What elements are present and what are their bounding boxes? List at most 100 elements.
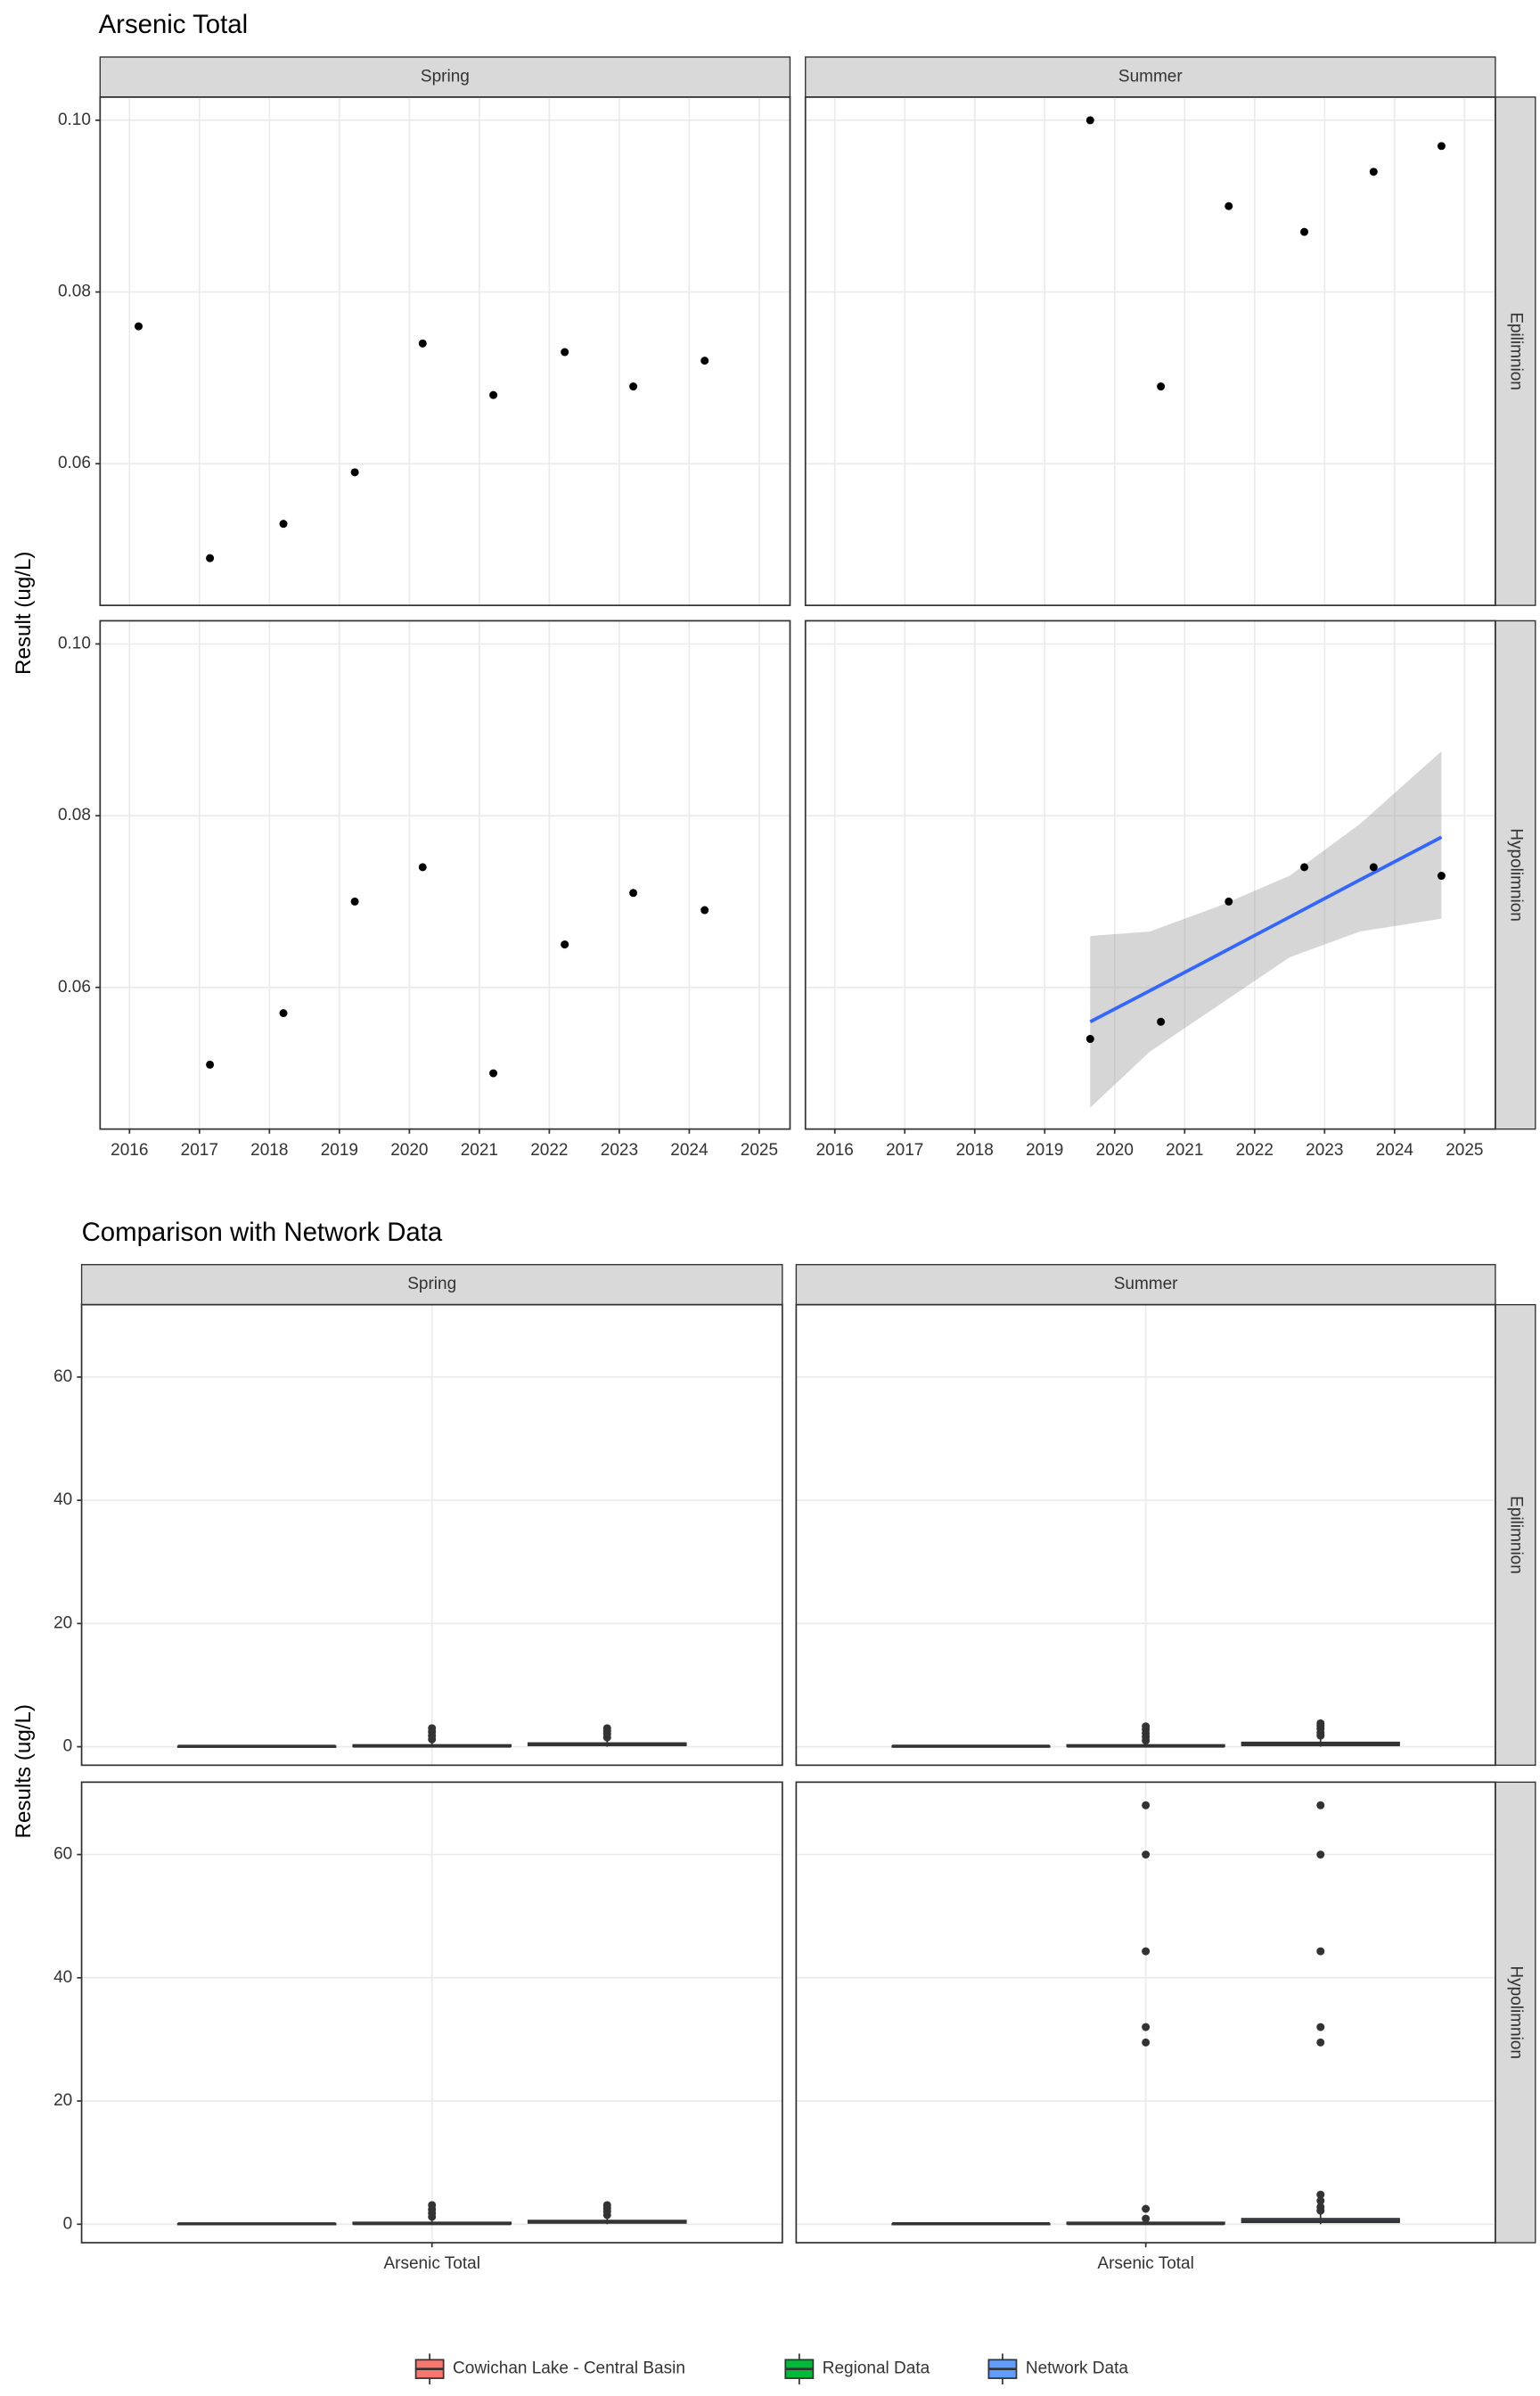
x-tick-label: 2024	[670, 1141, 709, 1160]
x-tick-label: 2023	[1306, 1141, 1343, 1160]
outlier	[1142, 2038, 1151, 2047]
strip	[1495, 1781, 1536, 2244]
x-tick-label: 2020	[390, 1141, 428, 1160]
x-tick-label: 2016	[816, 1141, 854, 1160]
chart-title: Comparison with Network Data	[82, 1218, 443, 1247]
panel-border	[99, 96, 791, 607]
point	[1437, 872, 1446, 881]
point	[206, 554, 215, 562]
x-tick-label: 2021	[461, 1141, 498, 1160]
outlier	[602, 1724, 611, 1733]
x-tick-label: 2017	[181, 1141, 218, 1160]
outlier	[1316, 2023, 1325, 2031]
x-tick-label: 2024	[1376, 1141, 1414, 1160]
point	[1369, 863, 1378, 872]
point	[700, 906, 709, 915]
point	[206, 1060, 215, 1069]
point	[1085, 1035, 1094, 1044]
outlier	[1316, 2203, 1325, 2211]
y-tick-label: 60	[53, 1845, 72, 1864]
point	[350, 468, 359, 477]
x-tick-label: 2020	[1096, 1141, 1134, 1160]
point	[350, 897, 359, 906]
chart-title: Arsenic Total	[99, 10, 249, 39]
x-tick-label: 2017	[886, 1141, 923, 1160]
strip-label: Hypolimnion	[1506, 828, 1525, 922]
x-tick-label: 2025	[741, 1141, 778, 1160]
strip-label: Spring	[421, 67, 470, 86]
x-tick-label: Arsenic Total	[1097, 2254, 1193, 2273]
y-tick-label: 20	[53, 2091, 72, 2110]
x-tick-label: 2022	[530, 1141, 568, 1160]
panel-border	[795, 1781, 1496, 2244]
outlier	[1142, 1801, 1151, 1809]
x-tick-label: 2016	[111, 1141, 148, 1160]
strip-label: Summer	[1114, 1275, 1178, 1293]
x-tick-label: Arsenic Total	[383, 2254, 479, 2273]
strip	[1495, 1303, 1536, 1767]
panel-border	[80, 1781, 783, 2244]
outlier	[1142, 1722, 1151, 1731]
panel-border	[804, 96, 1496, 607]
panel-border	[804, 620, 1496, 1130]
point	[1225, 201, 1233, 210]
y-tick-label: 60	[53, 1367, 72, 1386]
strip	[795, 1264, 1496, 1306]
x-tick-label: 2018	[250, 1141, 288, 1160]
point	[629, 382, 638, 391]
y-axis-title: Results (ug/L)	[12, 1704, 36, 1839]
strip-label: Hypolimnion	[1506, 1965, 1525, 2059]
point	[629, 889, 638, 898]
outlier	[1316, 2190, 1325, 2199]
point	[561, 348, 569, 357]
outlier	[1142, 2204, 1151, 2213]
strip-label: Spring	[407, 1275, 456, 1293]
x-tick-label: 2018	[956, 1141, 994, 1160]
panel-border	[80, 1303, 783, 1767]
point	[489, 1069, 498, 1078]
point	[1157, 1017, 1166, 1026]
strip-label: Epilimnion	[1506, 1496, 1525, 1574]
outlier	[1142, 2023, 1151, 2031]
y-axis-title: Result (ug/L)	[12, 552, 36, 675]
y-tick-label: 0	[63, 2214, 73, 2233]
point	[489, 390, 498, 399]
outlier	[1316, 2196, 1325, 2205]
y-tick-label: 20	[53, 1613, 72, 1632]
outlier	[1316, 1850, 1325, 1859]
outlier	[1316, 1719, 1325, 1727]
outlier	[1316, 1801, 1325, 1809]
x-tick-label: 2019	[321, 1141, 358, 1160]
outlier	[428, 1724, 437, 1733]
legend-label: Cowichan Lake - Central Basin	[453, 2359, 685, 2378]
outlier	[602, 2201, 611, 2210]
outlier	[1316, 2038, 1325, 2047]
outlier	[428, 2201, 437, 2210]
strip	[1495, 96, 1536, 606]
point	[700, 357, 709, 365]
point	[1369, 168, 1378, 176]
strip	[99, 56, 791, 98]
point	[1300, 227, 1309, 236]
y-tick-label: 40	[53, 1968, 72, 1987]
y-tick-label: 0.10	[58, 111, 91, 129]
legend-label: Regional Data	[823, 2359, 930, 2378]
x-tick-label: 2025	[1446, 1141, 1483, 1160]
point	[135, 322, 143, 331]
point	[561, 940, 569, 949]
outlier	[1316, 1947, 1325, 1956]
point	[1085, 116, 1094, 125]
outlier	[1142, 1947, 1151, 1956]
y-tick-label: 0.10	[58, 634, 91, 652]
x-tick-label: 2022	[1236, 1141, 1274, 1160]
strip-label: Summer	[1118, 67, 1183, 86]
x-tick-label: 2021	[1166, 1141, 1203, 1160]
point	[279, 520, 288, 529]
point	[1225, 897, 1233, 906]
y-tick-label: 0.06	[58, 454, 91, 472]
strip	[1495, 620, 1536, 1130]
point	[279, 1009, 288, 1018]
trend-line	[1089, 835, 1443, 1023]
